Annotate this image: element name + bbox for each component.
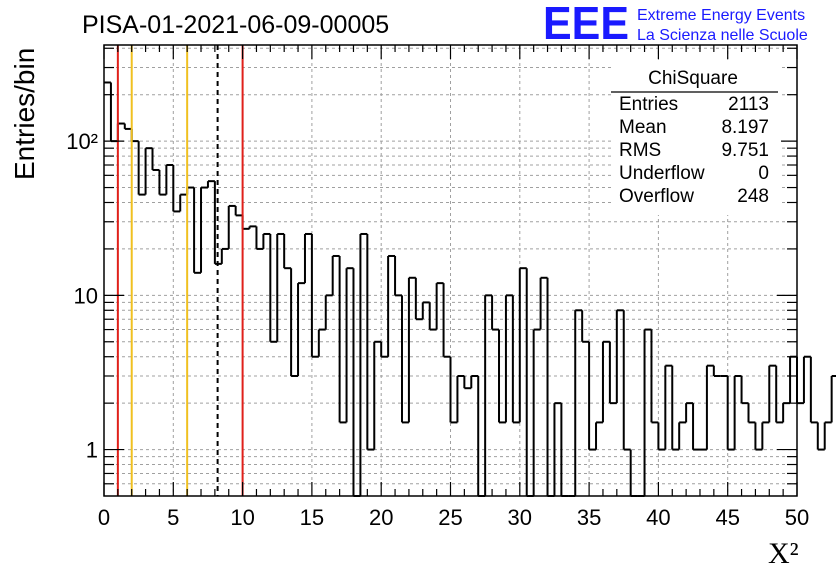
tick-labels: 0 5 10 15 20 25 30 35 40 45 50 1 10 10²	[66, 129, 809, 530]
stats-title: ChiSquare	[648, 68, 738, 89]
stats-value-entries: 2113	[728, 94, 769, 115]
y-tick-label: 10	[74, 283, 98, 308]
stats-label-overflow: Overflow	[619, 186, 694, 207]
y-axis-label: Entries/bin	[9, 48, 40, 180]
stats-label-entries: Entries	[619, 94, 678, 115]
stats-value-underflow: 0	[758, 163, 769, 184]
stats-label-mean: Mean	[619, 117, 667, 138]
x-tick-label: 30	[508, 505, 532, 530]
x-tick-label: 50	[785, 505, 809, 530]
x-tick-label: 15	[300, 505, 324, 530]
stats-box: ChiSquare Entries 2113 Mean 8.197 RMS 9.…	[611, 63, 781, 215]
x-tick-label: 0	[98, 505, 110, 530]
y-tick-label: 1	[86, 438, 98, 463]
stats-value-rms: 9.751	[721, 140, 769, 161]
y-tick-label: 10²	[66, 129, 98, 154]
stats-value-overflow: 248	[737, 186, 769, 207]
chart-title: PISA-01-2021-06-09-00005	[82, 11, 389, 39]
histogram	[104, 81, 836, 497]
x-tick-label: 40	[646, 505, 670, 530]
x-tick-label: 35	[577, 505, 601, 530]
axis-ticks	[103, 45, 798, 496]
x-tick-label: 5	[167, 505, 179, 530]
x-axis-label: X²	[768, 537, 799, 570]
x-tick-label: 45	[715, 505, 739, 530]
stats-label-rms: RMS	[619, 140, 661, 161]
logo-line-1: Extreme Energy Events	[637, 7, 805, 24]
reference-lines	[116, 45, 244, 496]
x-tick-label: 20	[369, 505, 393, 530]
x-tick-label: 10	[230, 505, 254, 530]
stats-value-mean: 8.197	[721, 117, 769, 138]
logo-line-2: La Scienza nelle Scuole	[637, 27, 808, 44]
eee-logo: EEE	[543, 0, 629, 49]
stats-label-underflow: Underflow	[619, 163, 705, 184]
x-tick-label: 25	[438, 505, 462, 530]
stats-box-bg	[611, 63, 781, 215]
